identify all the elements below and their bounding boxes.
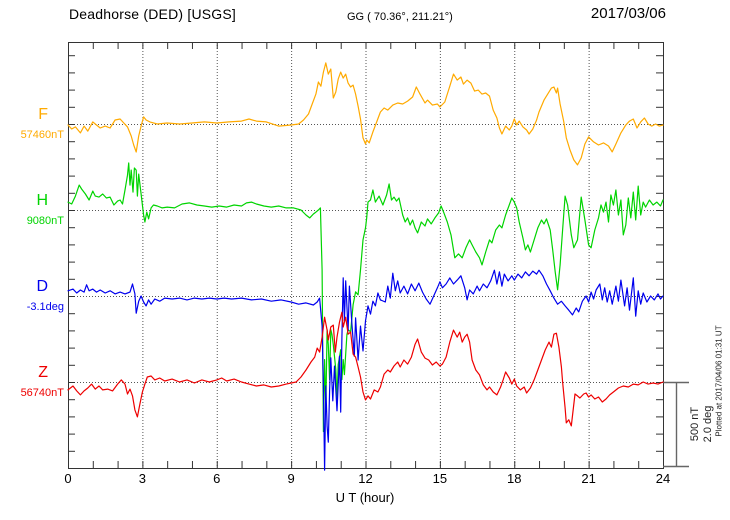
scale-bar-labels: 500 nT 2.0 deg [689, 406, 715, 443]
x-tick-label-12: 12 [358, 471, 373, 486]
x-tick-label-0: 0 [64, 471, 72, 486]
trace-H [67, 162, 664, 433]
x-tick-label-15: 15 [432, 471, 448, 486]
x-tick-label-3: 3 [138, 471, 146, 486]
channel-label-z: Z [38, 364, 48, 381]
trace-Z [67, 311, 664, 427]
channel-baseline-z: 56740nT [20, 387, 64, 399]
x-tick-label-24: 24 [655, 471, 671, 486]
scale-bar-label-nt: 500 nT [689, 406, 701, 442]
x-tick-label-9: 9 [287, 471, 295, 486]
trace-F [67, 62, 664, 166]
x-axis-title: U T (hour) [335, 490, 395, 505]
x-tick-label-18: 18 [507, 471, 522, 486]
channel-baseline-d: -3.1deg [26, 301, 64, 313]
scale-bar [663, 381, 689, 468]
geo-coordinates: GG ( 70.36°, 211.21°) [347, 11, 453, 23]
plotted-at-note: Plotted at 2017/04/06 01:31 UT [714, 325, 724, 437]
channel-baseline-h: 9080nT [26, 215, 64, 227]
plot-frame [68, 42, 664, 469]
channel-label-h: H [36, 192, 48, 209]
channel-label-f: F [38, 106, 48, 123]
x-tick-label-6: 6 [213, 471, 221, 486]
scale-bar-label-deg: 2.0 deg [702, 405, 714, 443]
station-title: Deadhorse (DED) [USGS] [69, 6, 237, 22]
channel-label-d: D [36, 278, 48, 295]
x-tick-label-21: 21 [581, 471, 596, 486]
plot-date: 2017/03/06 [590, 5, 666, 22]
trace-D [67, 269, 664, 471]
channel-baseline-f: 57460nT [20, 129, 64, 141]
